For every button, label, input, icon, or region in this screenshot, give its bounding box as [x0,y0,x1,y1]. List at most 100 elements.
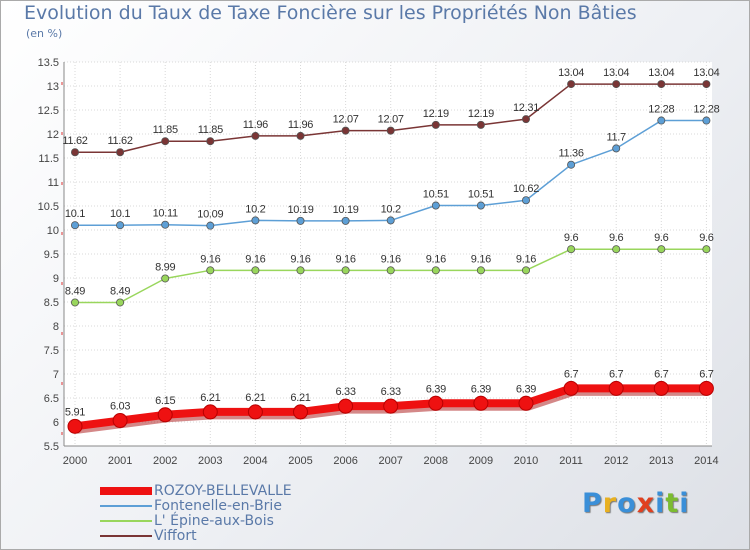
data-label-l-pine-aux-bois: 9.6 [654,232,669,244]
legend-item-epine: L' Épine-aux-Bois [96,514,356,529]
data-label-viffort: 11.62 [62,135,87,147]
data-label-rozoy-bellevalle: 6.39 [516,383,536,395]
data-label-l-pine-aux-bois: 8.99 [155,261,175,273]
data-label-rozoy-bellevalle: 6.33 [335,386,355,398]
legend-label-fontenelle: Fontenelle-en-Brie [154,498,282,514]
data-label-l-pine-aux-bois: 9.16 [200,253,220,265]
y-tick-label: 11.5 [38,153,59,165]
legend-item-rozoy: ROZOY-BELLEVALLE [96,484,356,499]
x-tick-label: 2000 [63,455,87,467]
data-label-rozoy-bellevalle: 6.39 [426,383,446,395]
y-tick-label: 13 [47,81,59,93]
data-point-fontenelle-en-brie [71,221,80,230]
data-point-viffort [702,80,711,89]
data-point-l-pine-aux-bois [206,266,215,275]
data-point-l-pine-aux-bois [612,245,621,254]
data-point-viffort [567,80,576,89]
data-label-viffort: 11.85 [198,124,223,136]
data-label-l-pine-aux-bois: 9.16 [516,253,536,265]
y-tick-label: 6 [53,417,59,429]
legend-swatch-rozoy [100,487,152,495]
x-tick-label: 2003 [198,455,222,467]
data-label-l-pine-aux-bois: 9.16 [426,253,446,265]
data-point-rozoy-bellevalle [653,380,669,396]
data-point-viffort [386,126,395,135]
data-point-rozoy-bellevalle [338,398,354,414]
y-tick-label: 11 [48,177,59,189]
y-tick-label: 7.5 [44,345,59,357]
data-label-viffort: 12.19 [468,108,494,120]
data-point-viffort [476,120,485,129]
x-tick-label: 2008 [424,455,448,467]
data-point-viffort [116,148,125,157]
data-label-rozoy-bellevalle: 6.7 [699,368,714,380]
legend-item-fontenelle: Fontenelle-en-Brie [96,499,356,514]
data-label-rozoy-bellevalle: 6.15 [155,395,175,407]
data-label-viffort: 11.62 [107,135,132,147]
data-label-rozoy-bellevalle: 6.21 [245,392,265,404]
x-tick-label: 2011 [559,455,583,467]
y-tick-label: 8 [53,321,59,333]
data-point-l-pine-aux-bois [341,266,350,275]
data-point-viffort [612,80,621,89]
data-point-rozoy-bellevalle [247,404,263,420]
x-tick-label: 2010 [514,455,538,467]
data-label-rozoy-bellevalle: 6.03 [110,401,130,413]
data-point-rozoy-bellevalle [698,380,714,396]
y-tick-label: 10.5 [38,201,59,213]
data-label-rozoy-bellevalle: 6.7 [654,368,669,380]
data-label-viffort: 12.19 [423,108,449,120]
data-point-viffort [251,131,260,140]
data-point-viffort [71,148,80,157]
legend-swatch-epine [100,520,152,522]
y-tick-label: 9.5 [44,249,59,261]
data-point-fontenelle-en-brie [567,160,576,169]
data-point-rozoy-bellevalle [383,398,399,414]
data-point-viffort [657,80,666,89]
data-label-l-pine-aux-bois: 9.6 [699,232,714,244]
data-point-rozoy-bellevalle [293,404,308,420]
data-point-fontenelle-en-brie [206,221,215,230]
legend-label-viffort: Viffort [154,528,197,544]
legend-label-rozoy: ROZOY-BELLEVALLE [154,483,292,499]
data-point-l-pine-aux-bois [161,274,170,283]
data-point-l-pine-aux-bois [702,245,711,254]
legend-swatch-viffort [100,535,152,537]
data-point-viffort [206,137,215,146]
data-point-fontenelle-en-brie [161,220,170,229]
data-point-viffort [296,131,305,140]
data-point-fontenelle-en-brie [116,221,125,230]
data-label-rozoy-bellevalle: 6.33 [381,386,401,398]
x-tick-label: 2005 [288,455,312,467]
y-unit-label: (en %) [26,27,63,40]
legend-label-epine: L' Épine-aux-Bois [154,513,274,529]
data-point-fontenelle-en-brie [251,216,260,225]
data-label-l-pine-aux-bois: 9.16 [290,253,310,265]
data-point-fontenelle-en-brie [702,116,711,125]
data-label-rozoy-bellevalle: 6.7 [609,368,624,380]
data-label-fontenelle-en-brie: 10.19 [333,204,359,216]
data-point-fontenelle-en-brie [296,216,305,225]
data-label-fontenelle-en-brie: 10.1 [110,208,130,220]
data-point-rozoy-bellevalle [428,395,444,411]
legend-swatch-fontenelle [100,505,152,507]
data-label-viffort: 11.96 [288,119,313,131]
data-point-rozoy-bellevalle [608,380,624,396]
data-label-fontenelle-en-brie: 10.19 [287,204,313,216]
data-label-fontenelle-en-brie: 10.1 [65,208,85,220]
data-point-viffort [522,115,531,124]
data-label-l-pine-aux-bois: 9.16 [381,253,401,265]
legend: ROZOY-BELLEVALLE Fontenelle-en-Brie L' É… [96,484,356,544]
x-tick-label: 2001 [108,455,132,467]
data-label-l-pine-aux-bois: 9.6 [609,232,624,244]
y-tick-label: 12.5 [38,105,59,117]
x-tick-label: 2014 [694,455,718,467]
x-tick-label: 2012 [604,455,628,467]
data-label-fontenelle-en-brie: 12.28 [693,104,719,116]
data-label-viffort: 13.04 [648,67,674,79]
data-point-rozoy-bellevalle [112,413,128,429]
y-tick-label: 7 [53,369,59,381]
chart-title: Evolution du Taux de Taxe Foncière sur l… [24,2,637,24]
data-label-viffort: 13.04 [693,67,719,79]
